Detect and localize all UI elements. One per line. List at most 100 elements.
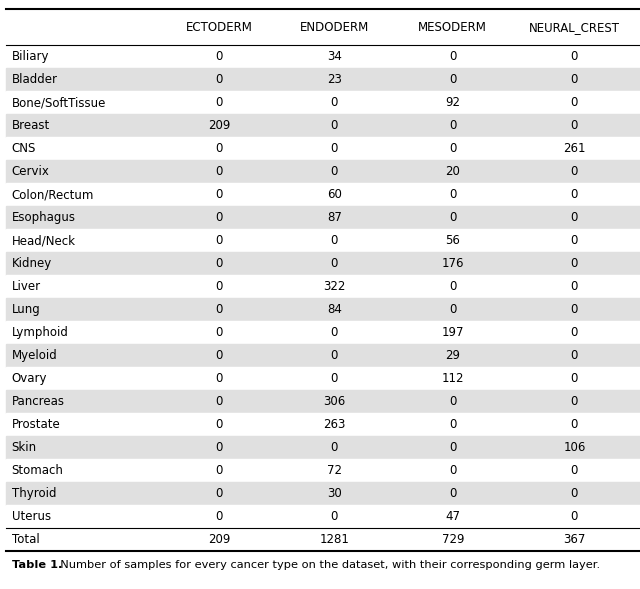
Bar bbox=[6, 367, 640, 390]
Bar bbox=[6, 298, 640, 321]
Text: 0: 0 bbox=[216, 280, 223, 293]
Bar bbox=[6, 459, 640, 482]
Text: 209: 209 bbox=[208, 532, 230, 546]
Text: 0: 0 bbox=[449, 188, 456, 201]
Text: 0: 0 bbox=[571, 96, 578, 110]
Bar bbox=[6, 321, 640, 344]
Text: 0: 0 bbox=[571, 464, 578, 477]
Text: Liver: Liver bbox=[12, 280, 41, 293]
Bar bbox=[6, 68, 640, 91]
Text: 0: 0 bbox=[449, 441, 456, 454]
Text: 0: 0 bbox=[216, 142, 223, 155]
Text: 0: 0 bbox=[331, 326, 338, 339]
Text: 0: 0 bbox=[449, 464, 456, 477]
Bar bbox=[6, 160, 640, 183]
Text: 0: 0 bbox=[449, 303, 456, 316]
Text: ENDODERM: ENDODERM bbox=[300, 21, 369, 34]
Text: 0: 0 bbox=[571, 303, 578, 316]
Text: Breast: Breast bbox=[12, 119, 50, 133]
Text: Kidney: Kidney bbox=[12, 257, 52, 270]
Text: 0: 0 bbox=[449, 73, 456, 87]
Text: 60: 60 bbox=[327, 188, 342, 201]
Text: 0: 0 bbox=[571, 372, 578, 385]
Text: 0: 0 bbox=[449, 487, 456, 500]
Text: 0: 0 bbox=[571, 165, 578, 178]
Text: 0: 0 bbox=[571, 73, 578, 87]
Text: Skin: Skin bbox=[12, 441, 36, 454]
Bar bbox=[6, 482, 640, 505]
Text: 0: 0 bbox=[216, 50, 223, 64]
Bar bbox=[6, 505, 640, 528]
Text: 23: 23 bbox=[327, 73, 342, 87]
Text: 0: 0 bbox=[571, 395, 578, 408]
Text: 0: 0 bbox=[216, 165, 223, 178]
Text: 0: 0 bbox=[571, 280, 578, 293]
Text: Myeloid: Myeloid bbox=[12, 349, 57, 362]
Text: 197: 197 bbox=[442, 326, 464, 339]
Text: 0: 0 bbox=[571, 188, 578, 201]
Text: Colon/Rectum: Colon/Rectum bbox=[12, 188, 94, 201]
Text: 0: 0 bbox=[331, 441, 338, 454]
Bar bbox=[6, 275, 640, 298]
Text: 0: 0 bbox=[216, 211, 223, 224]
Text: 0: 0 bbox=[216, 441, 223, 454]
Text: 0: 0 bbox=[331, 234, 338, 247]
Text: 0: 0 bbox=[449, 211, 456, 224]
Text: 0: 0 bbox=[216, 418, 223, 431]
Text: 0: 0 bbox=[331, 119, 338, 133]
Text: ECTODERM: ECTODERM bbox=[186, 21, 253, 34]
Text: 34: 34 bbox=[327, 50, 342, 64]
Text: 0: 0 bbox=[216, 73, 223, 87]
Text: Number of samples for every cancer type on the dataset, with their corresponding: Number of samples for every cancer type … bbox=[53, 560, 600, 570]
Text: 0: 0 bbox=[331, 257, 338, 270]
Text: Esophagus: Esophagus bbox=[12, 211, 76, 224]
Text: 72: 72 bbox=[327, 464, 342, 477]
Text: 0: 0 bbox=[216, 349, 223, 362]
Text: Table 1.: Table 1. bbox=[12, 560, 62, 570]
Text: 0: 0 bbox=[331, 509, 338, 523]
Text: Uterus: Uterus bbox=[12, 509, 51, 523]
Text: 729: 729 bbox=[442, 532, 464, 546]
Text: 0: 0 bbox=[216, 395, 223, 408]
Text: 0: 0 bbox=[571, 509, 578, 523]
Text: 47: 47 bbox=[445, 509, 460, 523]
Text: 0: 0 bbox=[216, 509, 223, 523]
Text: 0: 0 bbox=[449, 50, 456, 64]
Text: 0: 0 bbox=[216, 96, 223, 110]
Text: 0: 0 bbox=[331, 165, 338, 178]
Text: 29: 29 bbox=[445, 349, 460, 362]
Text: Stomach: Stomach bbox=[12, 464, 63, 477]
Bar bbox=[6, 114, 640, 137]
Text: 30: 30 bbox=[327, 487, 342, 500]
Bar bbox=[6, 183, 640, 206]
Text: 0: 0 bbox=[571, 257, 578, 270]
Text: Thyroid: Thyroid bbox=[12, 487, 56, 500]
Text: 0: 0 bbox=[216, 188, 223, 201]
Text: 261: 261 bbox=[563, 142, 586, 155]
Text: Prostate: Prostate bbox=[12, 418, 60, 431]
Text: 87: 87 bbox=[327, 211, 342, 224]
Bar bbox=[6, 91, 640, 114]
Text: Bladder: Bladder bbox=[12, 73, 58, 87]
Text: Cervix: Cervix bbox=[12, 165, 49, 178]
Text: 0: 0 bbox=[331, 372, 338, 385]
Text: 0: 0 bbox=[449, 280, 456, 293]
Text: Bone/SoftTissue: Bone/SoftTissue bbox=[12, 96, 106, 110]
Text: 0: 0 bbox=[571, 119, 578, 133]
Text: 20: 20 bbox=[445, 165, 460, 178]
Text: 0: 0 bbox=[449, 119, 456, 133]
Text: 0: 0 bbox=[216, 487, 223, 500]
Text: Pancreas: Pancreas bbox=[12, 395, 65, 408]
Bar bbox=[6, 206, 640, 229]
Text: 367: 367 bbox=[563, 532, 586, 546]
Text: 0: 0 bbox=[331, 142, 338, 155]
Text: Total: Total bbox=[12, 532, 39, 546]
Text: 0: 0 bbox=[216, 234, 223, 247]
Text: 0: 0 bbox=[449, 418, 456, 431]
Text: 0: 0 bbox=[449, 142, 456, 155]
Text: 1281: 1281 bbox=[319, 532, 349, 546]
Text: 0: 0 bbox=[331, 349, 338, 362]
Text: 263: 263 bbox=[323, 418, 346, 431]
Text: 0: 0 bbox=[216, 372, 223, 385]
Text: 56: 56 bbox=[445, 234, 460, 247]
